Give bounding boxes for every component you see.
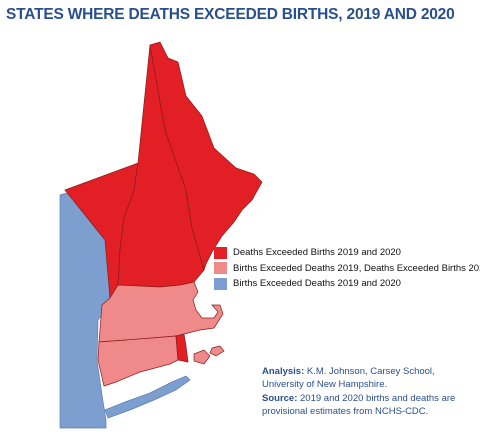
island-nantucket [209, 345, 225, 357]
island-martha-vineyard [193, 349, 211, 365]
legend: Deaths Exceeded Births 2019 and 2020 Bir… [214, 245, 480, 292]
source-label: Source: [262, 393, 298, 404]
map-title: STATES WHERE DEATHS EXCEEDED BIRTHS, 201… [6, 6, 455, 23]
legend-item: Deaths Exceeded Births 2019 and 2020 [214, 245, 480, 261]
state-maine [149, 41, 263, 272]
legend-item: Births Exceeded Deaths 2019, Deaths Exce… [214, 261, 480, 277]
legend-swatch [214, 277, 227, 290]
analysis-label: Analysis: [262, 366, 305, 377]
source-credit: Source: 2019 and 2020 births and deaths … [262, 393, 472, 418]
state-connecticut [97, 335, 179, 387]
credits: Analysis: K.M. Johnson, Carsey School, U… [262, 366, 472, 420]
legend-item: Births Exceeded Deaths 2019 and 2020 [214, 276, 480, 292]
legend-label: Births Exceeded Deaths 2019, Deaths Exce… [233, 262, 480, 274]
source-text: 2019 and 2020 births and deaths are prov… [262, 393, 456, 417]
analysis-credit: Analysis: K.M. Johnson, Carsey School, U… [262, 366, 472, 391]
analysis-text: K.M. Johnson, Carsey School, University … [262, 366, 435, 390]
legend-label: Deaths Exceeded Births 2019 and 2020 [233, 247, 401, 259]
legend-swatch [214, 246, 227, 259]
state-rhode-island [175, 333, 189, 363]
long-island [104, 375, 191, 419]
legend-swatch [214, 262, 227, 275]
legend-label: Births Exceeded Deaths 2019 and 2020 [233, 278, 401, 290]
state-massachusetts [98, 281, 224, 343]
